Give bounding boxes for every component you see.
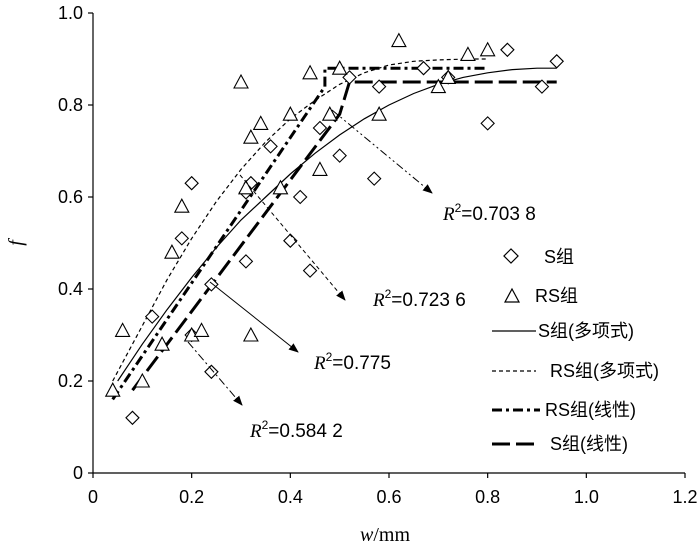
legend-label: RS组(线性)	[545, 400, 636, 420]
x-tick-label: 0.4	[278, 487, 303, 507]
y-tick-label: 0.2	[58, 371, 83, 391]
data-point-triangle	[134, 372, 151, 388]
legend-label: RS组(多项式)	[550, 361, 659, 381]
legend-item-s-linear: S组(线性)	[492, 434, 628, 454]
data-point-diamond	[366, 171, 382, 186]
legend-diamond-marker	[503, 248, 519, 264]
data-point-diamond	[302, 263, 318, 278]
data-point-triangle	[460, 46, 476, 61]
arrow-r2-s-linear	[187, 341, 243, 406]
legend-triangle-marker	[503, 287, 521, 303]
y-axis-title: f	[5, 238, 27, 246]
data-point-diamond	[125, 410, 140, 426]
legend-label: S组	[544, 247, 574, 267]
y-tick-label: 0	[73, 463, 83, 483]
data-point-diamond	[292, 189, 308, 205]
data-point-diamond	[416, 60, 431, 76]
legend-item-rs-group: RS组	[503, 286, 578, 306]
x-tick-label: 0.2	[179, 487, 204, 507]
data-point-diamond	[204, 277, 219, 292]
legend-item-s-group: S组	[503, 247, 574, 267]
data-point-triangle	[302, 64, 318, 80]
legend-item-rs-linear: RS组(线性)	[492, 400, 636, 420]
data-point-diamond	[144, 309, 160, 324]
r2-label-s-linear: R2=0.584 2	[249, 418, 343, 442]
data-point-triangle	[331, 60, 348, 75]
data-point-triangle	[440, 69, 457, 84]
data-point-triangle	[173, 198, 190, 213]
data-point-triangle	[233, 73, 249, 89]
y-tick-label: 0.4	[58, 279, 83, 299]
x-ticks: 0 0.2 0.4 0.6 0.8 1.0 1.2	[88, 473, 698, 507]
x-axis-title: w/mm	[360, 524, 410, 546]
r2-labels: R2=0.703 8 R2=0.723 6 R2=0.775 R2=0.584 …	[249, 201, 536, 442]
y-tick-label: 0.6	[58, 187, 83, 207]
data-point-triangle	[371, 106, 388, 121]
x-tick-label: 1.2	[672, 487, 697, 507]
arrow-r2-rs-linear	[331, 109, 433, 194]
data-point-triangle	[238, 179, 254, 195]
legend-label: S组(多项式)	[538, 321, 634, 341]
data-point-triangle	[114, 322, 131, 337]
legend-item-s-poly: S组(多项式)	[492, 321, 634, 341]
data-point-triangle	[390, 32, 407, 48]
data-point-triangle	[154, 336, 170, 351]
data-point-diamond	[332, 148, 347, 163]
data-point-triangle	[282, 106, 299, 121]
data-point-triangle	[164, 244, 180, 259]
data-point-diamond	[174, 231, 190, 246]
x-tick-label: 0	[88, 487, 98, 507]
y-tick-label: 0.8	[58, 95, 83, 115]
r2-label-rs-linear: R2=0.703 8	[442, 201, 536, 225]
data-point-triangle	[321, 106, 338, 121]
data-point-triangle	[242, 129, 259, 144]
data-point-triangle	[193, 322, 210, 337]
trend-line-solid	[117, 67, 557, 382]
data-point-triangle	[104, 382, 121, 397]
trend-lines	[111, 58, 557, 401]
trend-line-dash-dot	[111, 66, 488, 401]
data-point-diamond	[283, 233, 298, 248]
data-point-diamond	[238, 254, 254, 269]
arrow-r2-rs-poly	[239, 174, 346, 301]
r2-label-s-poly: R2=0.775	[313, 350, 391, 374]
data-point-triangle	[312, 161, 328, 176]
legend-label: RS组	[535, 286, 578, 306]
x-tick-label: 1.0	[574, 487, 599, 507]
legend-item-rs-poly: RS组(多项式)	[492, 361, 659, 381]
trend-line-dashed	[112, 58, 488, 382]
arrow-r2-s-poly	[209, 281, 299, 353]
data-points	[104, 32, 565, 426]
data-point-diamond	[312, 120, 328, 136]
r2-label-rs-poly: R2=0.723 6	[372, 287, 466, 311]
data-point-diamond	[500, 42, 515, 58]
annotation-arrows	[187, 109, 433, 406]
data-point-diamond	[480, 116, 495, 131]
x-tick-label: 0.6	[376, 487, 401, 507]
data-point-diamond	[534, 79, 550, 94]
data-point-triangle	[479, 41, 496, 57]
data-point-diamond	[184, 175, 199, 191]
data-point-diamond	[371, 79, 387, 94]
trend-line-long-dash	[131, 80, 557, 392]
data-point-diamond	[263, 139, 278, 154]
x-tick-label: 0.8	[475, 487, 500, 507]
y-tick-label: 1.0	[58, 3, 83, 23]
legend: S组 RS组 S组(多项式) RS组(多项式) RS组(线性) S组(线性)	[492, 247, 659, 454]
y-ticks: 0 0.2 0.4 0.6 0.8 1.0	[58, 3, 93, 483]
data-point-triangle	[430, 78, 447, 94]
data-point-diamond	[549, 54, 565, 69]
legend-label: S组(线性)	[550, 434, 628, 454]
data-point-triangle	[252, 115, 269, 130]
data-point-triangle	[242, 326, 259, 342]
data-point-triangle	[272, 179, 289, 195]
data-point-diamond	[204, 364, 219, 380]
